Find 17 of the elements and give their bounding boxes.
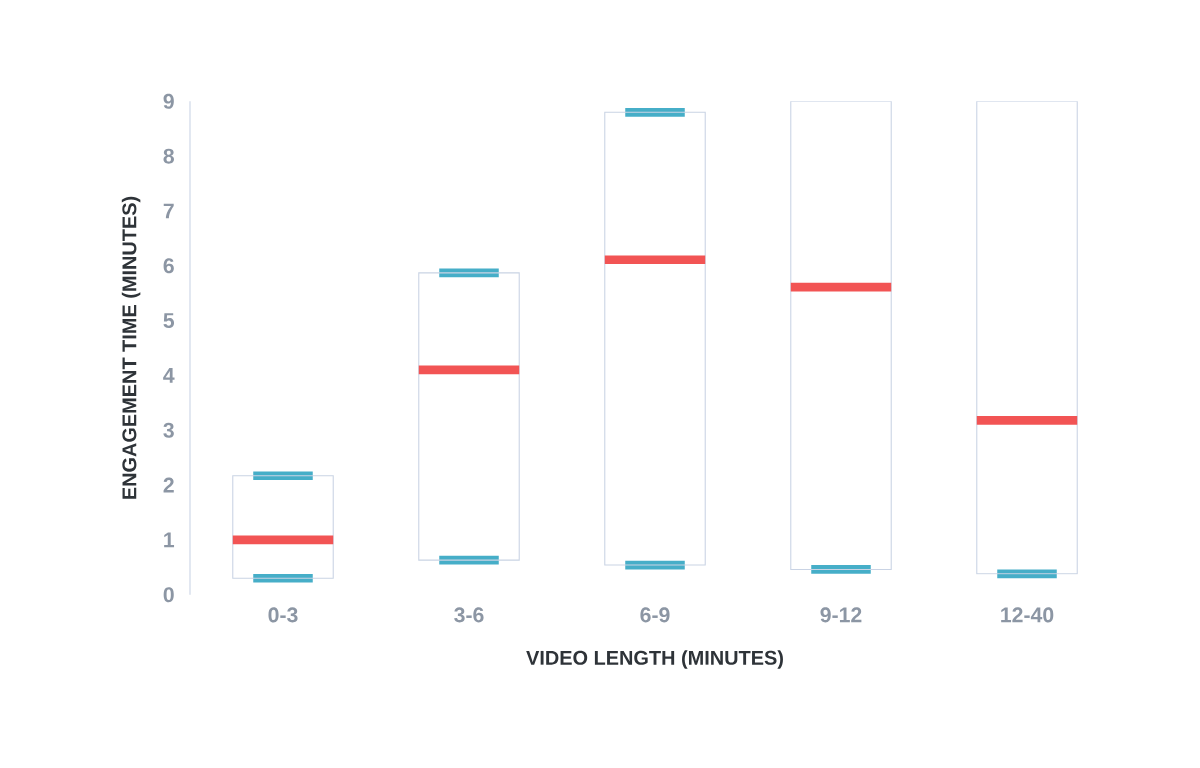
x-tick-label: 6-9 — [640, 607, 670, 623]
x-axis-title: VIDEO LENGTH (MINUTES) — [526, 650, 783, 669]
x-tick-label: 9-12 — [820, 607, 862, 623]
y-tick-label: 2 — [163, 477, 174, 493]
y-tick-label: 0 — [163, 587, 174, 603]
y-axis-title: ENGAGEMENT TIME (MINUTES) — [121, 196, 141, 499]
y-tick-label: 3 — [163, 422, 174, 438]
y-tick-label: 9 — [163, 93, 174, 109]
y-tick-label: 7 — [163, 203, 174, 219]
x-tick-label: 3-6 — [454, 607, 484, 623]
y-tick-label: 4 — [163, 368, 175, 383]
y-tick-label: 8 — [163, 148, 174, 164]
y-tick-label: 6 — [163, 258, 174, 274]
x-tick-label: 0-3 — [268, 607, 298, 623]
y-tick-label: 5 — [163, 313, 175, 329]
x-tick-label: 12-40 — [1001, 607, 1054, 623]
y-tick-label: 1 — [164, 532, 175, 548]
